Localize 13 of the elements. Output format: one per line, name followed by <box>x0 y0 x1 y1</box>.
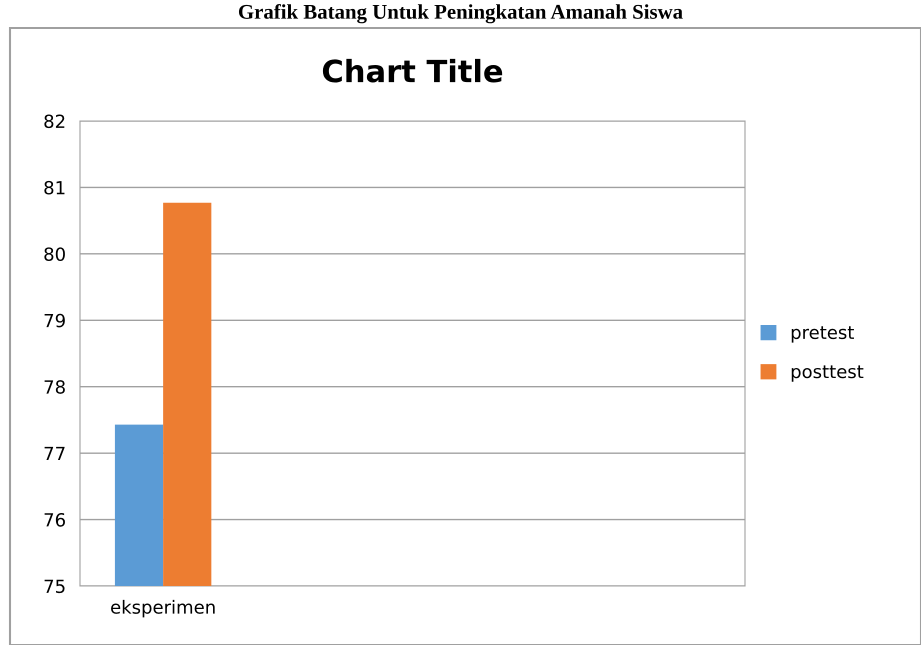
x-tick-label: eksperimen <box>111 600 215 618</box>
y-tick-label: 75 <box>44 580 65 594</box>
text: Grafik Batang Untuk Peningkatan Amanah Siswa <box>238 4 683 24</box>
chart-title: Chart Title <box>322 58 502 83</box>
y-tick-label: 81 <box>44 180 64 195</box>
y-tick-label: 79 <box>44 314 65 328</box>
y-tick-label: 76 <box>44 513 65 527</box>
y-tick-label: 77 <box>44 446 65 460</box>
y-tick-label: 80 <box>44 247 65 261</box>
legend-label: pretest <box>792 326 854 343</box>
legend-label: posttest <box>792 365 864 382</box>
y-tick-label: 82 <box>44 114 64 128</box>
y-tick-label: 78 <box>44 380 65 394</box>
